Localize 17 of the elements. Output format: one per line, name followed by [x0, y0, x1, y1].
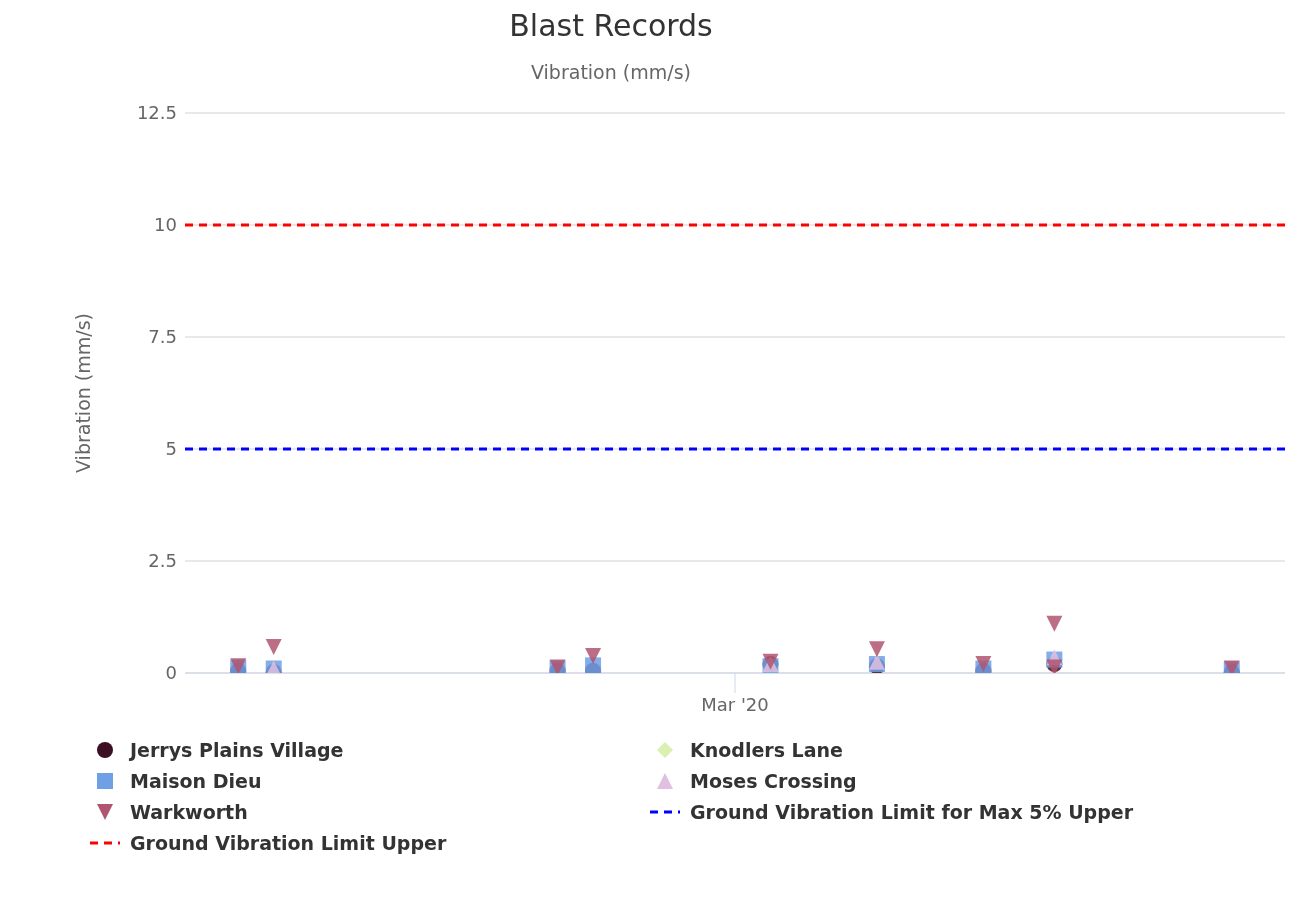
- legend-label: Ground Vibration Limit Upper: [130, 832, 447, 854]
- chart-title: Blast Records: [508, 8, 714, 43]
- y-axis-title: Vibration (mm/s): [71, 313, 94, 473]
- y-tick-label: 2.5: [148, 550, 177, 572]
- legend-label: Ground Vibration Limit for Max 5% Upper: [690, 801, 1134, 823]
- y-tick-label: 5: [165, 438, 177, 460]
- x-tick-label: Mar '20: [701, 694, 769, 715]
- y-tick-label: 0: [165, 662, 177, 684]
- y-tick-label: 10: [154, 214, 177, 236]
- legend-label: Warkworth: [130, 801, 248, 823]
- legend-label: Knodlers Lane: [690, 739, 843, 761]
- y-tick-label: 7.5: [148, 326, 177, 348]
- legend-label: Jerrys Plains Village: [130, 739, 344, 761]
- y-tick-label: 12.5: [136, 102, 177, 124]
- legend-label: Moses Crossing: [690, 770, 857, 792]
- chart-subtitle: Vibration (mm/s): [530, 61, 692, 83]
- legend-label: Maison Dieu: [130, 770, 262, 792]
